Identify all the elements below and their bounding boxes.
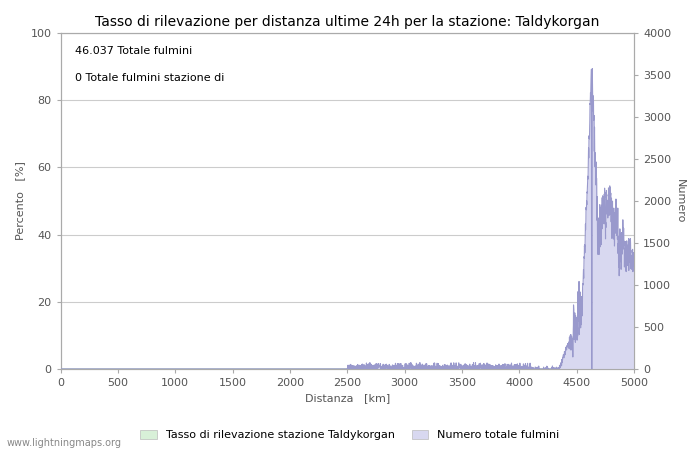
X-axis label: Distanza   [km]: Distanza [km] [304, 393, 390, 404]
Legend: Tasso di rilevazione stazione Taldykorgan, Numero totale fulmini: Tasso di rilevazione stazione Taldykorga… [136, 425, 564, 445]
Title: Tasso di rilevazione per distanza ultime 24h per la stazione: Taldykorgan: Tasso di rilevazione per distanza ultime… [95, 15, 599, 29]
Text: 0 Totale fulmini stazione di: 0 Totale fulmini stazione di [75, 73, 224, 83]
Y-axis label: Percento   [%]: Percento [%] [15, 162, 25, 240]
Text: 46.037 Totale fulmini: 46.037 Totale fulmini [75, 46, 192, 56]
Text: www.lightningmaps.org: www.lightningmaps.org [7, 438, 122, 448]
Y-axis label: Numero: Numero [675, 179, 685, 223]
